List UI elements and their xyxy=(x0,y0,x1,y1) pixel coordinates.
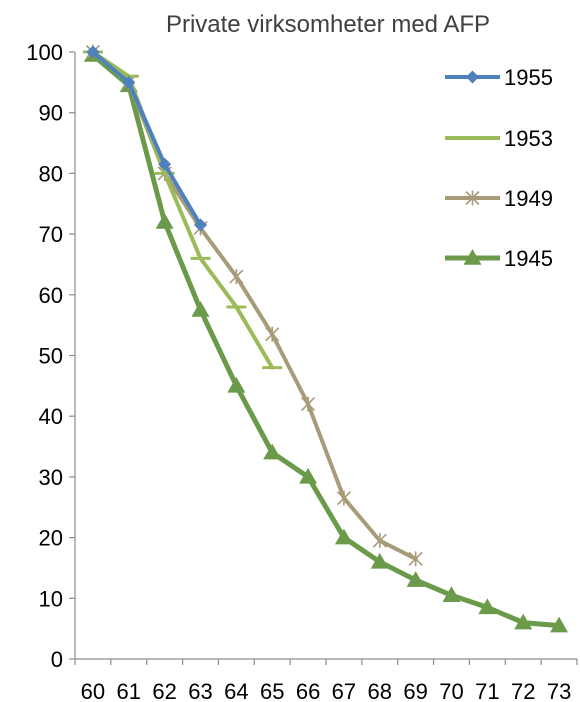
y-tick-label: 60 xyxy=(39,283,63,308)
x-tick-label: 68 xyxy=(368,679,392,702)
x-tick-label: 62 xyxy=(152,679,176,702)
data-point xyxy=(372,533,387,549)
data-point xyxy=(227,376,246,393)
legend-label: 1955 xyxy=(504,65,553,90)
legend-item-1955: 1955 xyxy=(445,65,553,90)
series-1955 xyxy=(86,45,207,232)
series-layer xyxy=(82,44,569,633)
y-tick-label: 0 xyxy=(51,647,63,672)
data-point xyxy=(263,443,282,460)
legend-label: 1953 xyxy=(504,126,553,151)
data-point xyxy=(301,396,316,412)
y-tick-label: 100 xyxy=(26,40,63,65)
data-point xyxy=(191,300,210,317)
x-tick-label: 71 xyxy=(475,679,499,702)
y-tick-label: 50 xyxy=(39,344,63,369)
data-point xyxy=(550,616,569,633)
y-tick-label: 30 xyxy=(39,465,63,490)
series-line xyxy=(90,50,203,227)
data-point xyxy=(158,157,172,171)
data-point xyxy=(86,45,100,59)
y-tick-label: 80 xyxy=(39,161,63,186)
x-tick-label: 64 xyxy=(224,679,248,702)
y-tick-label: 40 xyxy=(39,404,63,429)
series-1953 xyxy=(82,50,283,370)
y-tick-label: 70 xyxy=(39,222,63,247)
legend: 1955 1953 1949 1945 xyxy=(445,65,553,271)
data-point xyxy=(155,212,174,229)
x-tick-label: 63 xyxy=(188,679,212,702)
data-point xyxy=(465,190,480,206)
x-tick-label: 72 xyxy=(511,679,535,702)
data-point xyxy=(406,571,425,587)
x-tick-label: 66 xyxy=(296,679,320,702)
legend-item-1945: 1945 xyxy=(445,246,553,271)
series-line xyxy=(90,50,275,370)
data-point xyxy=(299,467,318,484)
x-tick-label: 61 xyxy=(117,679,141,702)
series-line xyxy=(90,52,562,629)
data-point xyxy=(370,552,389,569)
x-tick-label: 69 xyxy=(403,679,427,702)
legend-item-1953: 1953 xyxy=(445,126,553,151)
x-tick-label: 67 xyxy=(332,679,356,702)
data-point xyxy=(265,326,280,342)
data-point xyxy=(336,490,351,506)
x-tick-label: 73 xyxy=(547,679,571,702)
axes: 0 10 20 30 40 50 60 70 80 90 100 60 61 62 63 64 65 66 67 68… xyxy=(26,40,578,702)
x-tick-label: 65 xyxy=(260,679,284,702)
legend-item-1949: 1949 xyxy=(445,186,553,211)
x-tick-label: 60 xyxy=(81,679,105,702)
data-point xyxy=(514,613,533,630)
y-tick-label: 20 xyxy=(39,526,63,551)
data-point xyxy=(194,218,207,232)
data-point xyxy=(442,586,461,603)
data-point xyxy=(478,598,497,615)
data-point xyxy=(229,269,244,285)
legend-label: 1949 xyxy=(504,186,553,211)
legend-label: 1945 xyxy=(504,246,553,271)
x-tick-label: 70 xyxy=(439,679,463,702)
chart-title: Private virksomheter med AFP xyxy=(166,11,490,38)
data-point xyxy=(334,528,353,545)
series-1945 xyxy=(83,46,569,633)
y-tick-label: 90 xyxy=(39,101,63,126)
data-point xyxy=(408,551,423,567)
data-point xyxy=(466,70,479,84)
data-point xyxy=(122,75,136,89)
data-point xyxy=(463,249,482,265)
y-tick-label: 10 xyxy=(39,586,63,611)
